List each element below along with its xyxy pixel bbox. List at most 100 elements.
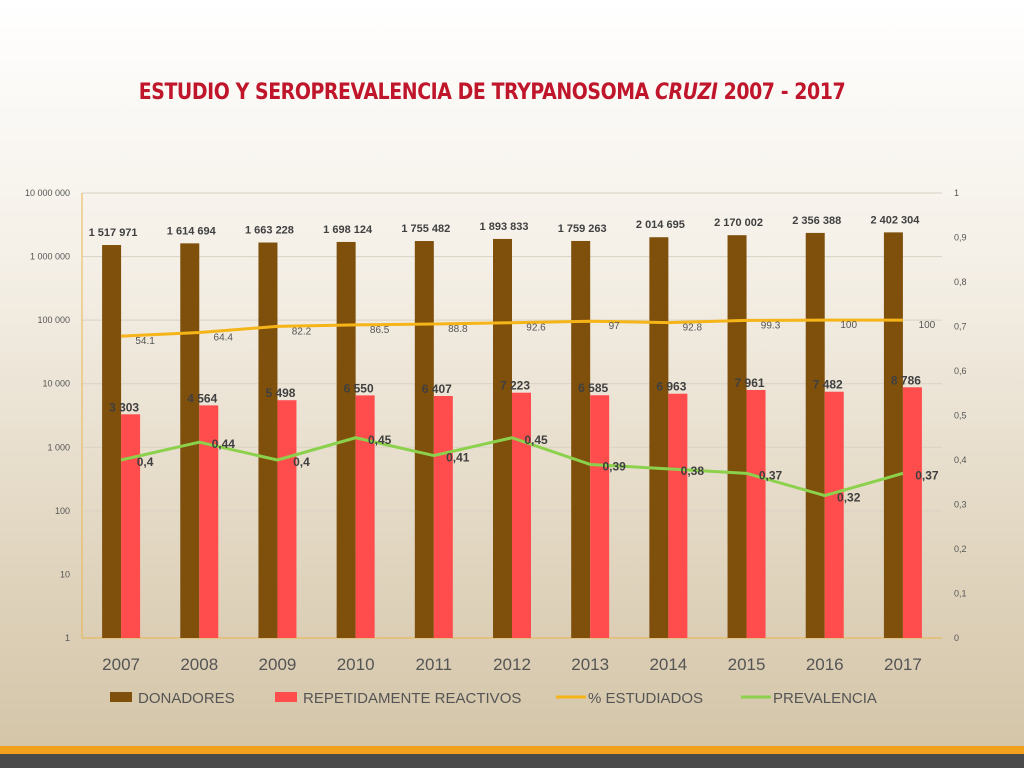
data-label-donadores: 1 893 833 xyxy=(480,221,529,233)
bar-donadores xyxy=(258,242,278,638)
data-label-donadores: 2 014 695 xyxy=(636,219,685,231)
y-left-tick-label: 10 xyxy=(60,569,70,579)
bar-repetidamente-reactivos xyxy=(512,392,531,638)
data-label-reactivos: 4 564 xyxy=(187,391,217,405)
y-left-tick-label: 1 000 000 xyxy=(30,252,70,262)
bar-repetidamente-reactivos xyxy=(433,396,453,638)
data-label-estudiados: 92.6 xyxy=(526,323,546,334)
data-label-donadores: 1 614 694 xyxy=(167,225,217,237)
data-label-prevalencia: 0,45 xyxy=(524,433,548,447)
bar-donadores xyxy=(727,235,747,638)
bar-donadores xyxy=(805,232,825,638)
legend-swatch xyxy=(275,692,297,702)
data-label-prevalencia: 0,41 xyxy=(446,451,470,465)
y-right-tick-label: 0,7 xyxy=(954,322,967,332)
legend-label: DONADORES xyxy=(138,690,235,707)
data-label-donadores: 2 402 304 xyxy=(870,214,920,226)
footer-accent-bar xyxy=(0,746,1024,754)
y-right-tick-label: 1 xyxy=(954,188,959,198)
x-tick-label: 2013 xyxy=(571,655,609,674)
data-label-reactivos: 6 963 xyxy=(656,380,686,394)
chart-title: ESTUDIO Y SEROPREVALENCIA DE TRYPANOSOMA… xyxy=(69,80,915,105)
data-label-prevalencia: 0,4 xyxy=(137,455,154,469)
footer-dark-bar xyxy=(0,754,1024,768)
data-label-prevalencia: 0,32 xyxy=(837,491,861,505)
y-right-tick-label: 0,5 xyxy=(954,411,967,421)
data-label-prevalencia: 0,4 xyxy=(293,455,310,469)
data-label-donadores: 1 663 228 xyxy=(245,225,294,237)
bar-repetidamente-reactivos xyxy=(902,387,922,638)
y-right-tick-label: 0,3 xyxy=(954,500,967,510)
bar-donadores xyxy=(649,237,669,638)
bar-donadores xyxy=(883,232,903,638)
x-tick-label: 2011 xyxy=(416,655,453,674)
y-left-tick-label: 1 000 xyxy=(47,442,70,452)
data-label-donadores: 1 755 482 xyxy=(401,223,450,235)
x-tick-label: 2017 xyxy=(884,655,922,674)
data-label-estudiados: 92.8 xyxy=(683,323,703,334)
y-right-tick-label: 0,2 xyxy=(954,544,967,554)
x-tick-label: 2012 xyxy=(493,655,531,674)
data-label-reactivos: 6 407 xyxy=(422,382,452,396)
x-tick-label: 2014 xyxy=(649,655,687,674)
data-label-reactivos: 7 961 xyxy=(735,376,765,390)
bar-repetidamente-reactivos xyxy=(199,405,219,638)
data-label-prevalencia: 0,39 xyxy=(603,459,627,473)
data-label-donadores: 1 517 971 xyxy=(89,227,138,239)
data-label-estudiados: 64.4 xyxy=(214,333,234,344)
bar-repetidamente-reactivos xyxy=(668,393,688,638)
data-label-reactivos: 6 585 xyxy=(578,381,608,395)
bar-donadores xyxy=(102,245,122,638)
legend-label: % ESTUDIADOS xyxy=(588,690,703,707)
x-tick-label: 2008 xyxy=(180,655,218,674)
x-tick-label: 2007 xyxy=(102,655,140,674)
y-left-tick-label: 10 000 xyxy=(42,379,70,389)
y-left-tick-label: 100 xyxy=(55,506,70,516)
data-label-estudiados: 100 xyxy=(840,320,857,331)
y-right-tick-label: 0,6 xyxy=(954,366,967,376)
bar-repetidamente-reactivos xyxy=(590,395,610,638)
x-tick-label: 2016 xyxy=(806,655,844,674)
chart: 1 10 100 1 000 10 000 100 000 1 000 000 10 000 … xyxy=(25,188,967,707)
line-estudiados xyxy=(121,318,903,338)
y-right-tick-label: 0,8 xyxy=(954,277,967,287)
bar-donadores xyxy=(414,241,434,639)
y-right-tick-label: 0,9 xyxy=(954,233,967,243)
bar-repetidamente-reactivos xyxy=(121,414,141,638)
title-main: ESTUDIO Y SEROPREVALENCIA DE TRYPANOSOMA xyxy=(138,80,656,105)
y-left-tick-label: 1 xyxy=(65,633,70,643)
title-italic: CRUZI xyxy=(655,80,718,105)
data-label-donadores: 2 356 388 xyxy=(792,215,841,227)
data-label-estudiados: 99.3 xyxy=(761,320,781,331)
y-right-tick-label: 0,4 xyxy=(954,455,967,465)
x-tick-label: 2009 xyxy=(259,655,297,674)
bar-repetidamente-reactivos xyxy=(824,391,844,638)
bar-repetidamente-reactivos xyxy=(277,400,297,638)
title-tail: 2007 - 2017 xyxy=(717,80,846,105)
y-left-tick-label: 100 000 xyxy=(37,315,70,325)
data-label-donadores: 1 759 263 xyxy=(558,223,607,235)
bar-donadores xyxy=(180,243,200,638)
data-label-estudiados: 86.5 xyxy=(370,325,390,336)
data-label-prevalencia: 0,44 xyxy=(212,437,236,451)
bar-repetidamente-reactivos xyxy=(355,395,375,638)
data-label-prevalencia: 0,37 xyxy=(759,468,783,482)
legend-label: PREVALENCIA xyxy=(773,690,877,707)
data-label-reactivos: 5 498 xyxy=(265,386,295,400)
data-label-prevalencia: 0,37 xyxy=(915,468,939,482)
data-label-prevalencia: 0,45 xyxy=(368,433,392,447)
legend-swatch xyxy=(110,692,132,702)
data-label-reactivos: 3 303 xyxy=(109,400,139,414)
data-label-estudiados: 88.8 xyxy=(448,324,468,335)
y-right-tick-label: 0,1 xyxy=(954,589,967,599)
data-label-estudiados: 54.1 xyxy=(135,336,155,347)
data-label-donadores: 2 170 002 xyxy=(714,217,763,229)
data-label-estudiados: 82.2 xyxy=(292,326,312,337)
x-tick-label: 2015 xyxy=(728,655,766,674)
data-label-prevalencia: 0,38 xyxy=(681,464,705,478)
y-left-tick-label: 10 000 000 xyxy=(25,188,70,198)
bar-repetidamente-reactivos xyxy=(746,390,766,638)
data-label-estudiados: 97 xyxy=(609,321,621,332)
data-label-estudiados: 100 xyxy=(919,320,936,331)
data-label-reactivos: 7 482 xyxy=(813,378,843,392)
